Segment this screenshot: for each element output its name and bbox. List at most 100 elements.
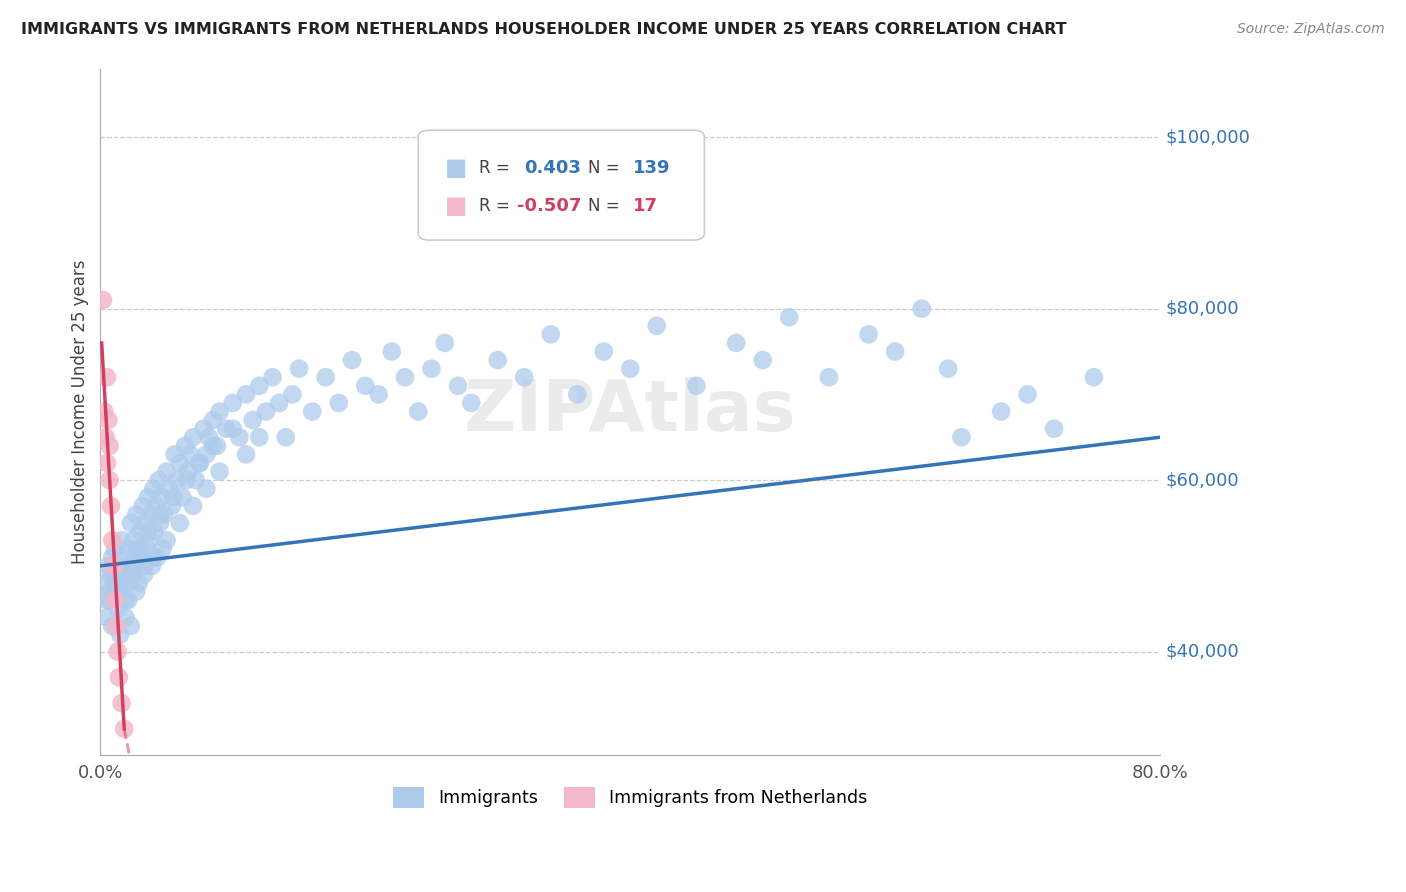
Point <box>406 404 429 418</box>
Text: Source: ZipAtlas.com: Source: ZipAtlas.com <box>1237 22 1385 37</box>
Point <box>188 456 211 470</box>
Point <box>157 482 180 496</box>
Point <box>990 404 1012 418</box>
Point <box>198 430 221 444</box>
Point <box>1043 422 1066 436</box>
Point <box>108 567 131 582</box>
Point <box>155 465 177 479</box>
Point <box>150 491 173 505</box>
Point <box>117 541 139 556</box>
Point <box>132 558 155 573</box>
Point <box>1083 370 1105 384</box>
Point <box>195 447 218 461</box>
Point <box>139 508 162 522</box>
Text: 0.403: 0.403 <box>524 159 581 177</box>
Point <box>100 499 122 513</box>
Point <box>124 558 146 573</box>
Text: ■: ■ <box>444 156 467 180</box>
Point <box>176 473 198 487</box>
Text: IMMIGRANTS VS IMMIGRANTS FROM NETHERLANDS HOUSEHOLDER INCOME UNDER 25 YEARS CORR: IMMIGRANTS VS IMMIGRANTS FROM NETHERLAND… <box>21 22 1067 37</box>
Point <box>818 370 841 384</box>
Point <box>94 576 117 591</box>
Point <box>315 370 337 384</box>
Point <box>121 567 143 582</box>
Point <box>447 379 470 393</box>
Point <box>105 593 128 607</box>
Point <box>936 361 959 376</box>
Point <box>394 370 416 384</box>
Point <box>645 318 668 333</box>
Point <box>105 619 128 633</box>
Point <box>96 370 118 384</box>
Point <box>110 533 132 548</box>
Point <box>132 567 155 582</box>
Point <box>486 353 509 368</box>
Point <box>433 335 456 350</box>
Point <box>208 404 231 418</box>
Point <box>110 584 132 599</box>
Point <box>725 335 748 350</box>
Point <box>96 610 118 624</box>
Point <box>301 404 323 418</box>
Point <box>242 413 264 427</box>
Point <box>222 422 245 436</box>
Point <box>235 387 257 401</box>
Point <box>269 396 291 410</box>
Point <box>163 447 186 461</box>
Text: 17: 17 <box>633 197 658 215</box>
Legend: Immigrants, Immigrants from Netherlands: Immigrants, Immigrants from Netherlands <box>387 780 875 814</box>
Point <box>188 456 211 470</box>
Point <box>120 516 142 530</box>
Point <box>567 387 589 401</box>
Point <box>1017 387 1039 401</box>
Point <box>166 473 188 487</box>
Point <box>193 422 215 436</box>
Point <box>281 387 304 401</box>
Point <box>328 396 350 410</box>
Point <box>177 465 200 479</box>
Point <box>235 447 257 461</box>
Point <box>247 430 270 444</box>
Point <box>129 541 152 556</box>
Text: ZIPAtlas: ZIPAtlas <box>464 377 797 446</box>
Point <box>181 430 204 444</box>
Point <box>110 627 132 641</box>
Point <box>114 593 136 607</box>
Point <box>134 516 156 530</box>
Text: $40,000: $40,000 <box>1166 642 1239 661</box>
Point <box>911 301 934 316</box>
Point <box>142 482 165 496</box>
Point <box>132 499 155 513</box>
Point <box>169 516 191 530</box>
Point <box>125 508 148 522</box>
Text: N =: N = <box>588 159 624 177</box>
Text: -0.507: -0.507 <box>517 197 581 215</box>
Point <box>858 327 880 342</box>
Point <box>751 353 773 368</box>
Point <box>685 379 707 393</box>
Point <box>103 558 125 573</box>
Point <box>460 396 482 410</box>
Point <box>592 344 614 359</box>
Point <box>340 353 363 368</box>
Point <box>367 387 389 401</box>
Point <box>179 447 201 461</box>
Point <box>540 327 562 342</box>
Point <box>101 533 124 548</box>
Point <box>111 576 134 591</box>
Point <box>381 344 404 359</box>
Point <box>112 722 135 736</box>
Point <box>112 550 135 565</box>
Point <box>160 499 183 513</box>
Point <box>262 370 284 384</box>
Point <box>96 593 118 607</box>
Point <box>288 361 311 376</box>
Point <box>97 413 120 427</box>
Point <box>142 550 165 565</box>
Point <box>274 430 297 444</box>
Point <box>149 516 172 530</box>
Point <box>100 567 122 582</box>
Point <box>97 558 120 573</box>
Text: R =: R = <box>478 197 515 215</box>
Point <box>98 584 121 599</box>
